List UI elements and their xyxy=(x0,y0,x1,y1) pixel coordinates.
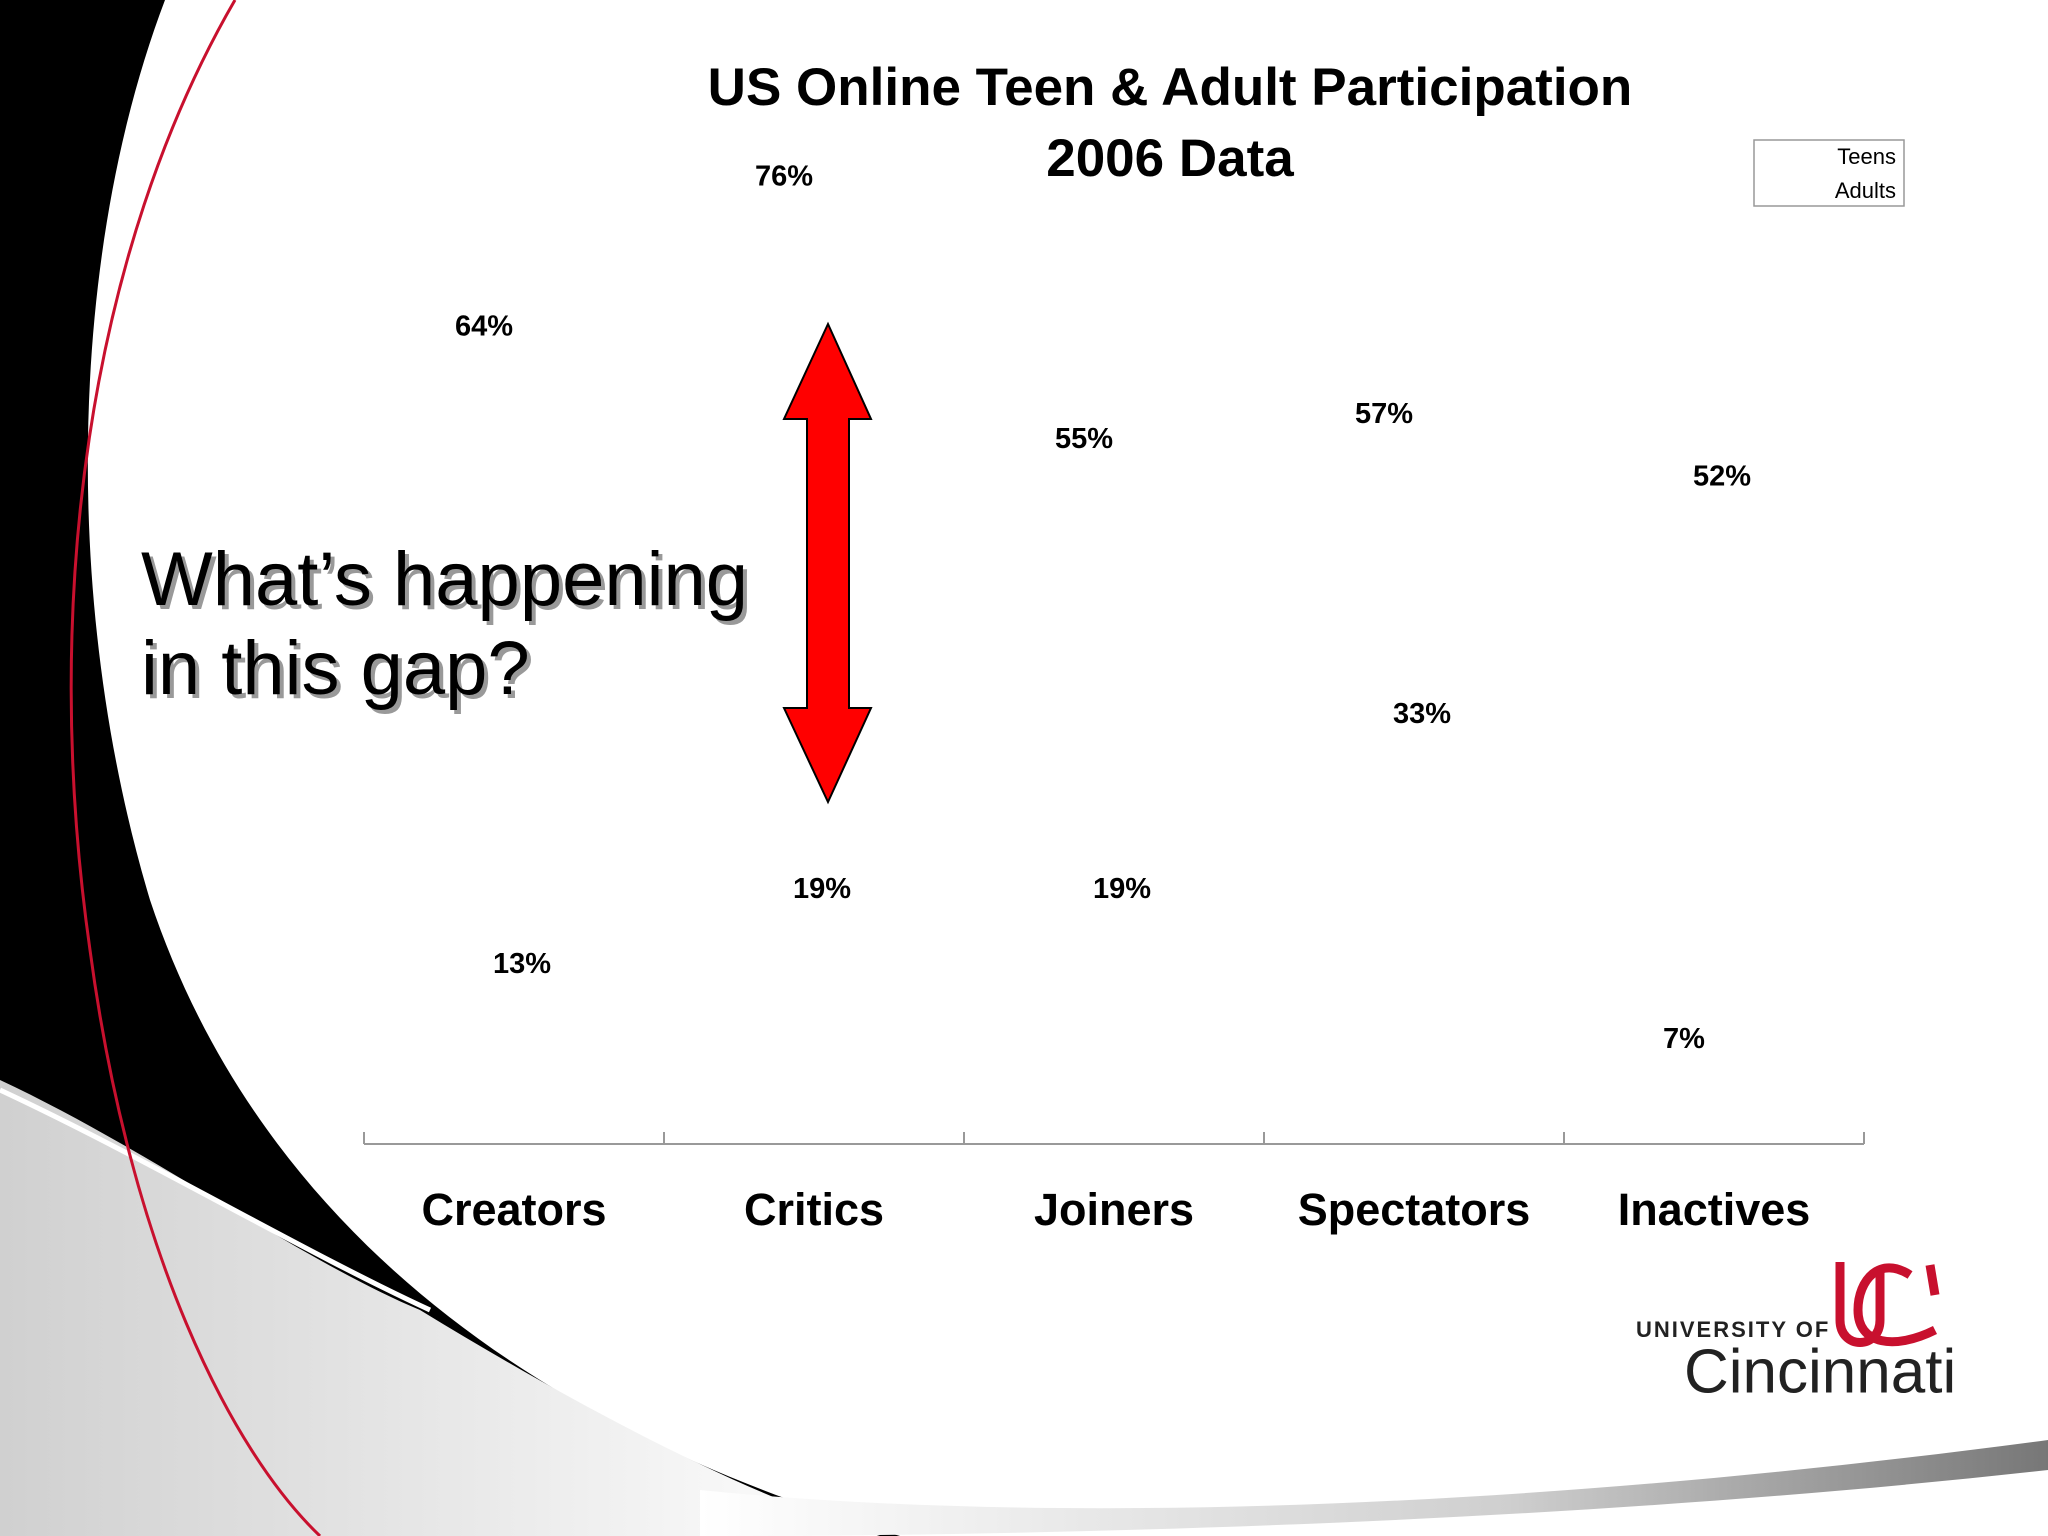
data-label: 52% xyxy=(1693,461,1751,493)
data-label: 64% xyxy=(455,311,513,343)
bar xyxy=(1403,732,1441,1145)
legend-entry: Adults xyxy=(1835,178,1896,203)
bar xyxy=(803,907,841,1145)
annotation-shadow: What’s happening xyxy=(145,541,752,626)
x-tick-label: Joiners xyxy=(1034,1184,1194,1235)
logo-line2: Cincinnati xyxy=(1684,1337,1956,1406)
logo-mark xyxy=(1835,1262,1940,1347)
data-label: 33% xyxy=(1393,698,1451,730)
bar xyxy=(1365,432,1403,1145)
data-label: 7% xyxy=(1663,1023,1705,1055)
bar xyxy=(503,982,541,1145)
legend-box xyxy=(1753,139,1905,207)
annotation-text: What’s happening xyxy=(141,537,748,622)
logo-line1: UNIVERSITY OF xyxy=(1636,1317,1830,1342)
gap-arrow xyxy=(782,321,873,805)
x-tick-label: Creators xyxy=(421,1184,606,1235)
logo: UNIVERSITY OF Cincinnati xyxy=(1636,1262,1956,1406)
data-label: 55% xyxy=(1055,423,1113,455)
data-label: 76% xyxy=(755,161,813,193)
x-tick-label: Critics xyxy=(744,1184,884,1235)
annotation-shadow: in this gap? xyxy=(145,630,534,715)
gray-swoosh xyxy=(0,1080,880,1536)
bottom-swoosh xyxy=(700,1440,2048,1536)
data-label: 13% xyxy=(493,948,551,980)
legend-entry: Teens xyxy=(1837,144,1896,169)
bar xyxy=(465,344,503,1144)
x-tick-label: Spectators xyxy=(1298,1184,1531,1235)
data-label: 57% xyxy=(1355,398,1413,430)
black-swoosh xyxy=(0,0,900,1536)
bar xyxy=(1065,457,1103,1145)
x-tick-label: Inactives xyxy=(1618,1184,1811,1235)
bar xyxy=(765,194,803,1144)
bar xyxy=(1103,907,1141,1145)
annotation-text: in this gap? xyxy=(141,626,530,711)
white-line xyxy=(0,1087,432,1313)
bar xyxy=(1703,494,1741,1144)
data-label: 19% xyxy=(1093,873,1151,905)
bar xyxy=(1665,1057,1703,1145)
data-label: 19% xyxy=(793,873,851,905)
gap-annotation: What’s happening in this gap? What’s hap… xyxy=(141,537,752,715)
chart-title: US Online Teen & Adult Participation xyxy=(708,58,1633,117)
red-curve xyxy=(69,0,322,1536)
chart-subtitle: 2006 Data xyxy=(1046,129,1294,188)
